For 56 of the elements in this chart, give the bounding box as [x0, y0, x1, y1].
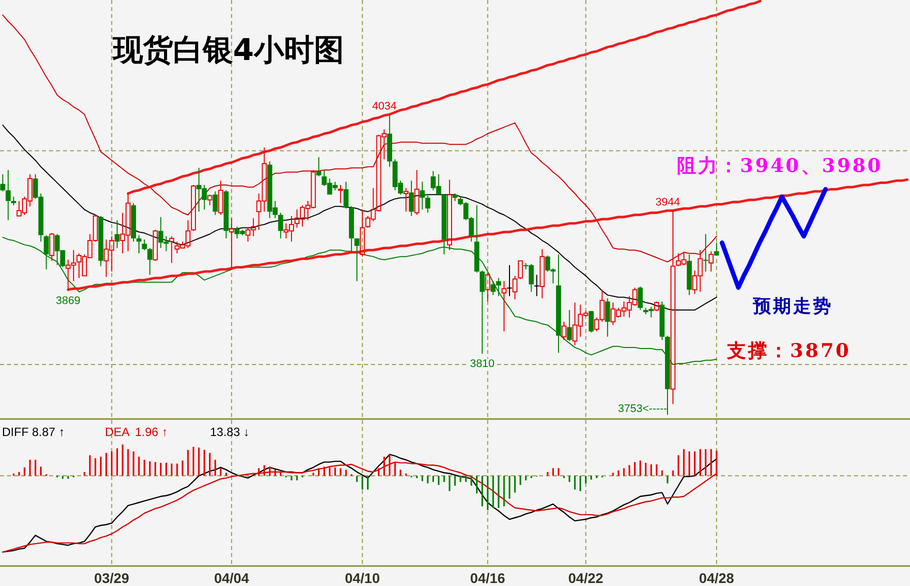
candlestick [485, 272, 490, 302]
x-tick-label: 04/04 [214, 570, 250, 586]
candlestick [218, 180, 224, 216]
candlestick [708, 250, 714, 272]
annotation: 阻力：3940、3980 [677, 155, 883, 177]
candlestick [229, 218, 234, 269]
x-tick-label: 04/22 [568, 570, 604, 586]
candlestick [344, 181, 349, 209]
annotation: 3944 [655, 196, 680, 209]
candlestick [0, 174, 6, 192]
candlestick [136, 234, 142, 254]
x-tick-label: 04/28 [699, 570, 734, 586]
annotation: 预期走势 [752, 296, 833, 317]
annotation: 3810 [470, 358, 494, 370]
candlestick [403, 188, 408, 212]
candlestick [278, 212, 284, 239]
candlestick [540, 248, 545, 299]
candlestick [360, 209, 365, 258]
annotation: 支撑：3870 [726, 340, 851, 362]
candlestick [670, 210, 676, 405]
x-tick-label: 04/16 [470, 570, 506, 586]
candlestick [420, 181, 425, 210]
text: 8.87 ↑ [32, 425, 65, 439]
candlestick [408, 180, 414, 216]
candlestick [147, 248, 152, 276]
candlestick [566, 310, 572, 342]
text: DEA [105, 425, 130, 439]
annotation: 3869 [56, 294, 80, 307]
candlestick [338, 184, 344, 204]
x-tick-label: 04/10 [344, 570, 380, 586]
candlestick [506, 264, 512, 297]
candlestick [638, 286, 643, 311]
candlestick [714, 242, 720, 256]
candlestick [114, 220, 120, 249]
text: 13.83 ↓ [210, 425, 250, 439]
candlestick [502, 280, 507, 332]
text: 1.96 ↑ [135, 425, 168, 439]
candlestick [605, 298, 610, 338]
text: DIFF [2, 425, 29, 439]
candlestick [142, 238, 147, 251]
candlestick [212, 190, 218, 216]
candlestick [588, 310, 594, 333]
candlestick [316, 156, 322, 177]
candlestick [425, 195, 430, 214]
candlestick [512, 275, 518, 300]
candlestick [414, 169, 420, 216]
candlestick [169, 236, 174, 264]
annotation: 4034 [372, 100, 397, 112]
candlestick [703, 234, 708, 272]
annotation: 3753<----- [618, 403, 668, 415]
x-tick-label: 03/29 [94, 570, 130, 586]
candlestick [6, 169, 11, 221]
candlestick [534, 274, 540, 297]
text: 现货白银4小时图 [112, 33, 344, 68]
candlestick [447, 179, 452, 251]
candlestick [480, 270, 485, 354]
